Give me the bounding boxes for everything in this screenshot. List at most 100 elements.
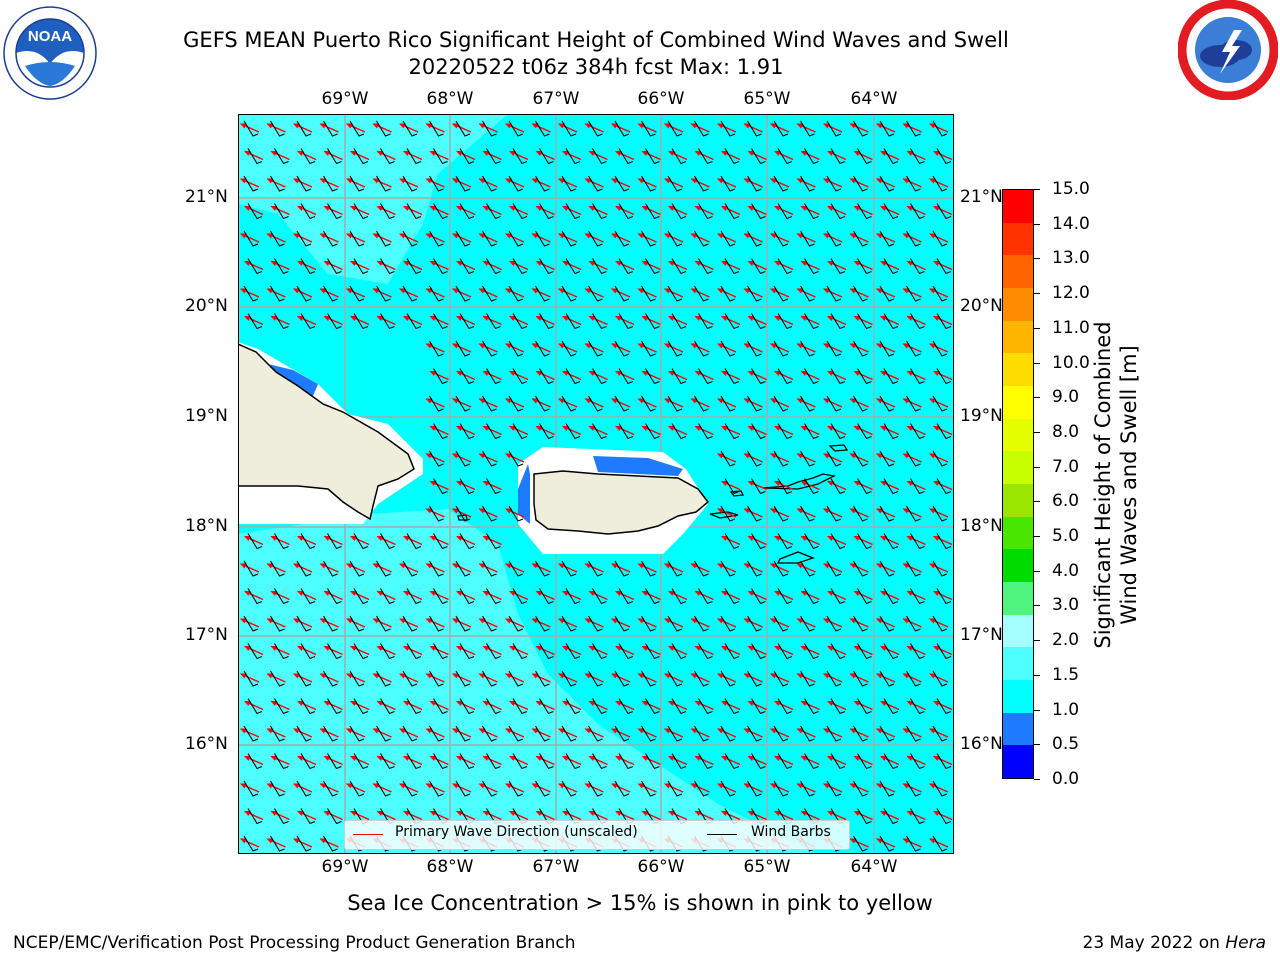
- wind-barb: [247, 148, 263, 165]
- wind-barb: [380, 643, 395, 660]
- vector-field: [240, 120, 953, 852]
- wave-direction-arrow: [849, 453, 869, 463]
- wind-barb: [455, 395, 471, 412]
- wind-barb: [724, 533, 740, 550]
- wave-direction-arrow: [796, 453, 816, 463]
- wind-barb: [539, 148, 554, 165]
- wind-barb: [804, 588, 819, 605]
- wave-direction-arrow: [668, 205, 688, 216]
- wave-direction-arrow: [800, 700, 820, 711]
- wave-direction-arrow: [482, 480, 502, 491]
- wind-barb: [830, 533, 846, 550]
- lat-label-left-21n: 21°N: [185, 187, 228, 207]
- wave-direction-arrow: [562, 315, 582, 326]
- wind-barb: [270, 285, 285, 302]
- wave-direction-arrow: [721, 370, 741, 381]
- wind-barb: [561, 285, 577, 302]
- wave-direction-arrow: [270, 590, 290, 601]
- wave-direction-arrow: [270, 810, 290, 821]
- wave-direction-arrow: [350, 700, 370, 711]
- wave-direction-arrow: [562, 260, 582, 271]
- wind-barb: [910, 148, 925, 165]
- wave-direction-arrow: [297, 535, 317, 546]
- wave-direction-arrow: [641, 810, 661, 821]
- wind-barb: [300, 643, 316, 660]
- wind-barb: [747, 285, 762, 302]
- wind-barb: [910, 698, 925, 715]
- nws-logo: [1177, 0, 1279, 101]
- wind-barb: [857, 753, 872, 770]
- swell-zone-south: [238, 509, 818, 854]
- wind-barb: [910, 368, 925, 385]
- wave-direction-arrow: [717, 563, 737, 573]
- wave-direction-arrow: [346, 233, 366, 243]
- wind-barb: [879, 560, 895, 577]
- wave-direction-arrow: [906, 645, 926, 656]
- wave-direction-arrow: [690, 123, 710, 133]
- wave-direction-arrow: [800, 480, 820, 491]
- wave-direction-arrow: [244, 810, 264, 821]
- wind-barb: [433, 313, 448, 330]
- wave-direction-arrow: [266, 783, 286, 793]
- colorbar-tick-mark: [1034, 744, 1040, 746]
- wave-direction-arrow: [399, 178, 419, 188]
- wind-barb: [751, 698, 766, 715]
- wave-direction-arrow: [876, 123, 896, 133]
- wave-direction-arrow: [747, 535, 767, 546]
- wind-barb: [830, 643, 846, 660]
- wave-direction-arrow: [853, 260, 873, 271]
- colorbar-segment: [1003, 287, 1033, 321]
- wind-barb: [773, 560, 789, 577]
- wave-direction-arrow: [509, 755, 529, 766]
- wave-direction-arrow: [346, 288, 366, 298]
- wind-barb: [482, 340, 497, 357]
- wind-barb: [376, 175, 391, 192]
- wind-barb: [588, 615, 603, 632]
- wind-barb: [296, 285, 312, 302]
- wind-barb: [618, 588, 634, 605]
- wave-direction-arrow: [611, 673, 631, 683]
- wind-barb: [247, 698, 263, 715]
- wave-height-map: [237, 113, 955, 855]
- wind-barb: [641, 670, 656, 687]
- wind-barb: [641, 725, 656, 742]
- wave-direction-arrow: [880, 590, 900, 601]
- wave-direction-arrow: [372, 123, 392, 133]
- wave-direction-arrow: [376, 315, 396, 326]
- wave-direction-arrow: [505, 508, 525, 518]
- wind-barb: [773, 395, 789, 412]
- wave-direction-arrow: [800, 315, 820, 326]
- wind-barb: [327, 203, 342, 220]
- wind-barb: [932, 230, 948, 247]
- wind-barb: [274, 808, 289, 825]
- wind-barb: [429, 670, 444, 687]
- wave-direction-arrow: [664, 288, 684, 298]
- wind-barb: [539, 698, 554, 715]
- wind-barb: [486, 423, 501, 440]
- wind-barb: [592, 368, 607, 385]
- wave-direction-arrow: [876, 838, 896, 848]
- wave-direction-arrow: [293, 563, 313, 573]
- wind-barb: [751, 753, 766, 770]
- wind-barb: [694, 670, 709, 687]
- wind-barb: [353, 643, 369, 660]
- colorbar-tick-label: 13.0: [1052, 248, 1090, 269]
- wave-direction-arrow: [482, 425, 502, 436]
- wind-barb: [751, 148, 766, 165]
- wave-direction-arrow: [425, 783, 445, 793]
- wind-barb: [482, 230, 497, 247]
- colorbar-tick-mark: [1034, 640, 1040, 642]
- colorbar-tick-mark: [1034, 223, 1040, 225]
- wind-barb: [830, 148, 846, 165]
- wave-direction-arrow: [876, 563, 896, 573]
- wave-direction-arrow: [456, 260, 476, 271]
- wave-direction-arrow: [902, 563, 922, 573]
- wind-barb: [588, 670, 603, 687]
- wave-direction-arrow: [562, 755, 582, 766]
- wind-barb: [512, 423, 528, 440]
- wave-direction-arrow: [509, 810, 529, 821]
- wind-barb: [296, 670, 312, 687]
- wave-direction-arrow: [929, 288, 949, 298]
- colorbar-tick-mark: [1034, 536, 1040, 538]
- wave-direction-arrow: [694, 150, 714, 161]
